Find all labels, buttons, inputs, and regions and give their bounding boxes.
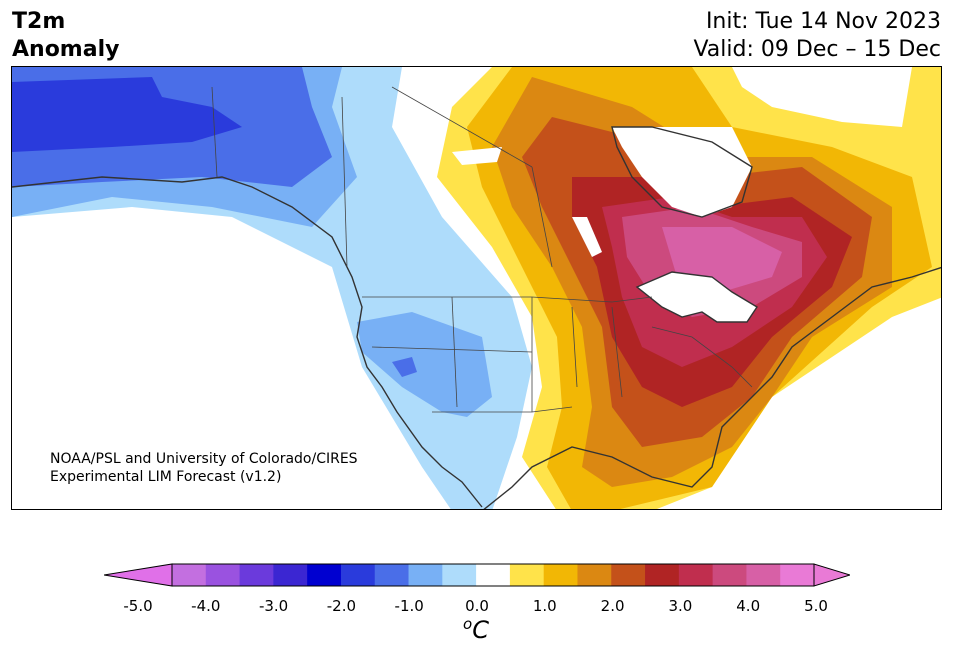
colorbar-bin [408,564,443,586]
colorbar-tick-label: 2.0 [600,597,625,615]
colorbar-bin [509,564,545,586]
colorbar-bin [172,564,207,586]
variable-label: T2m [12,9,66,34]
colorbar-bin [746,564,781,586]
colorbar-bin [712,564,747,586]
hudson-bay [612,127,752,217]
colorbar-bin [374,564,410,586]
anomaly-map: NOAA/PSL and University of Colorado/CIRE… [11,66,942,510]
colorbar [104,563,850,587]
political-borders [211,86,753,413]
colorbar-over-arrow [813,563,850,587]
great-bear-lake [452,147,502,165]
colorbar-bin [239,564,274,586]
colorbar-bins [171,563,815,587]
init-date: Init: Tue 14 Nov 2023 [705,9,941,34]
credit-line-2: Experimental LIM Forecast (v1.2) [50,469,282,485]
colorbar-bin [645,564,680,586]
anomaly-band-minus-2-5 [12,77,242,152]
map-title: T2m Anomaly [12,8,119,64]
quantity-label: Anomaly [12,37,120,62]
colorbar-under-arrow [104,563,173,587]
colorbar-unit: oC [463,615,489,644]
colorbar-bin [340,564,376,586]
colorbar-tick-label: 1.0 [532,597,557,615]
arctic-ocean [732,67,912,127]
coastlines [12,126,941,509]
colorbar-bin [780,564,815,586]
valid-range: Valid: 09 Dec – 15 Dec [693,37,941,62]
colorbar-tick-label: 5.0 [804,597,828,615]
unit-degree-symbol: o [463,615,473,633]
colorbar-bin [442,564,477,586]
lake-winnipeg [572,217,602,257]
unit-celsius: C [472,616,489,644]
colorbar-bin [307,564,342,586]
colorbar-tick-label: 4.0 [736,597,761,615]
colorbar-tick-label: 0.0 [465,597,489,615]
credit-text: NOAA/PSL and University of Colorado/CIRE… [50,450,358,486]
credit-line-1: NOAA/PSL and University of Colorado/CIRE… [50,451,358,467]
colorbar-tick-label: -1.0 [394,597,424,615]
colorbar-bin [273,564,308,586]
colorbar-bin [577,564,612,586]
colorbar-tick-label: -3.0 [258,597,289,615]
forecast-dates: Init: Tue 14 Nov 2023 Valid: 09 Dec – 15… [693,8,941,64]
map-canvas [12,67,941,509]
colorbar-bin [678,564,714,586]
colorbar-bin [205,564,241,586]
colorbar-ticks: -5.0 -4.0 -3.0 -2.0 -1.0 0.0 1.0 2.0 3.0 4.0 5.0 [0,597,953,617]
colorbar-tick-label: 3.0 [668,597,693,615]
colorbar-tick-label: -2.0 [326,597,357,615]
colorbar-tick-label: -5.0 [123,597,153,615]
colorbar-bin [543,564,578,586]
colorbar-tick-label: -4.0 [191,597,221,615]
colorbar-bin [476,564,511,586]
colorbar-bin [611,564,646,586]
